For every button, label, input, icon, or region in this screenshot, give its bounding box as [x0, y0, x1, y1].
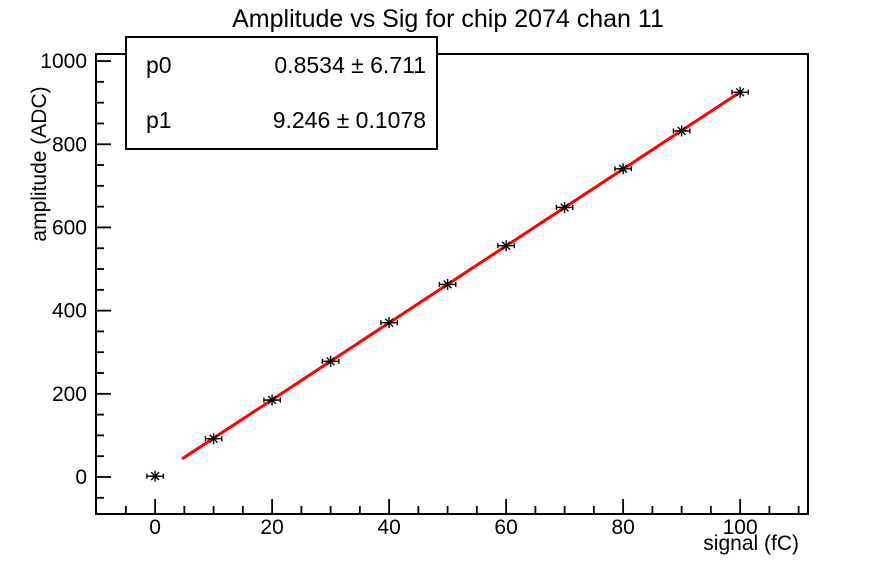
x-tick-label: 20 [260, 516, 283, 539]
y-tick-label: 800 [52, 133, 87, 156]
data-point [555, 201, 574, 213]
stats-param-name: p1 [146, 107, 172, 133]
y-tick-label: 400 [52, 300, 87, 323]
data-point [497, 240, 516, 252]
plot-title: Amplitude vs Sig for chip 2074 chan 11 [232, 5, 664, 33]
y-tick-label: 1000 [40, 50, 87, 73]
y-tick-label: 600 [52, 216, 87, 239]
stats-param-name: p0 [146, 52, 172, 78]
data-point [614, 163, 633, 175]
stats-row-p0: p0 0.8534 ± 6.711 [127, 52, 436, 79]
marker-ray [735, 87, 745, 97]
x-axis-title: signal (fC) [703, 532, 799, 555]
stats-row-p1: p1 9.246 ± 0.1078 [127, 107, 436, 134]
data-point [263, 394, 281, 406]
data-point [321, 355, 340, 367]
marker-ray [150, 471, 160, 481]
data-point [672, 125, 691, 137]
data-point [204, 433, 223, 445]
marker-ray [560, 203, 570, 212]
stats-param-value: 0.8534 ± 6.711 [274, 52, 426, 78]
marker-ray [209, 434, 218, 444]
x-tick-label: 100 [723, 516, 758, 539]
y-axis-title: amplitude (ADC) [28, 86, 51, 241]
data-point [731, 86, 750, 98]
data-point [380, 317, 398, 329]
plot-frame [95, 53, 809, 515]
fit-stats-box: p0 0.8534 ± 6.711 p1 9.246 ± 0.1078 [125, 36, 438, 150]
stats-param-value: 9.246 ± 0.1078 [272, 107, 426, 133]
fit-line [181, 90, 742, 460]
y-tick-label: 200 [52, 383, 87, 406]
x-tick-label: 60 [494, 516, 517, 539]
marker-ray [677, 126, 687, 136]
y-tick-label: 0 [75, 466, 87, 489]
marker-ray [501, 241, 511, 251]
x-tick-label: 40 [377, 516, 400, 539]
marker-ray [384, 318, 394, 328]
data-point [438, 278, 457, 290]
data-point [146, 470, 164, 482]
marker-ray [267, 395, 277, 405]
x-tick-label: 0 [149, 516, 161, 539]
marker-ray [326, 356, 335, 366]
marker-ray [443, 280, 452, 289]
x-tick-label: 80 [611, 516, 634, 539]
marker-ray [618, 164, 628, 174]
